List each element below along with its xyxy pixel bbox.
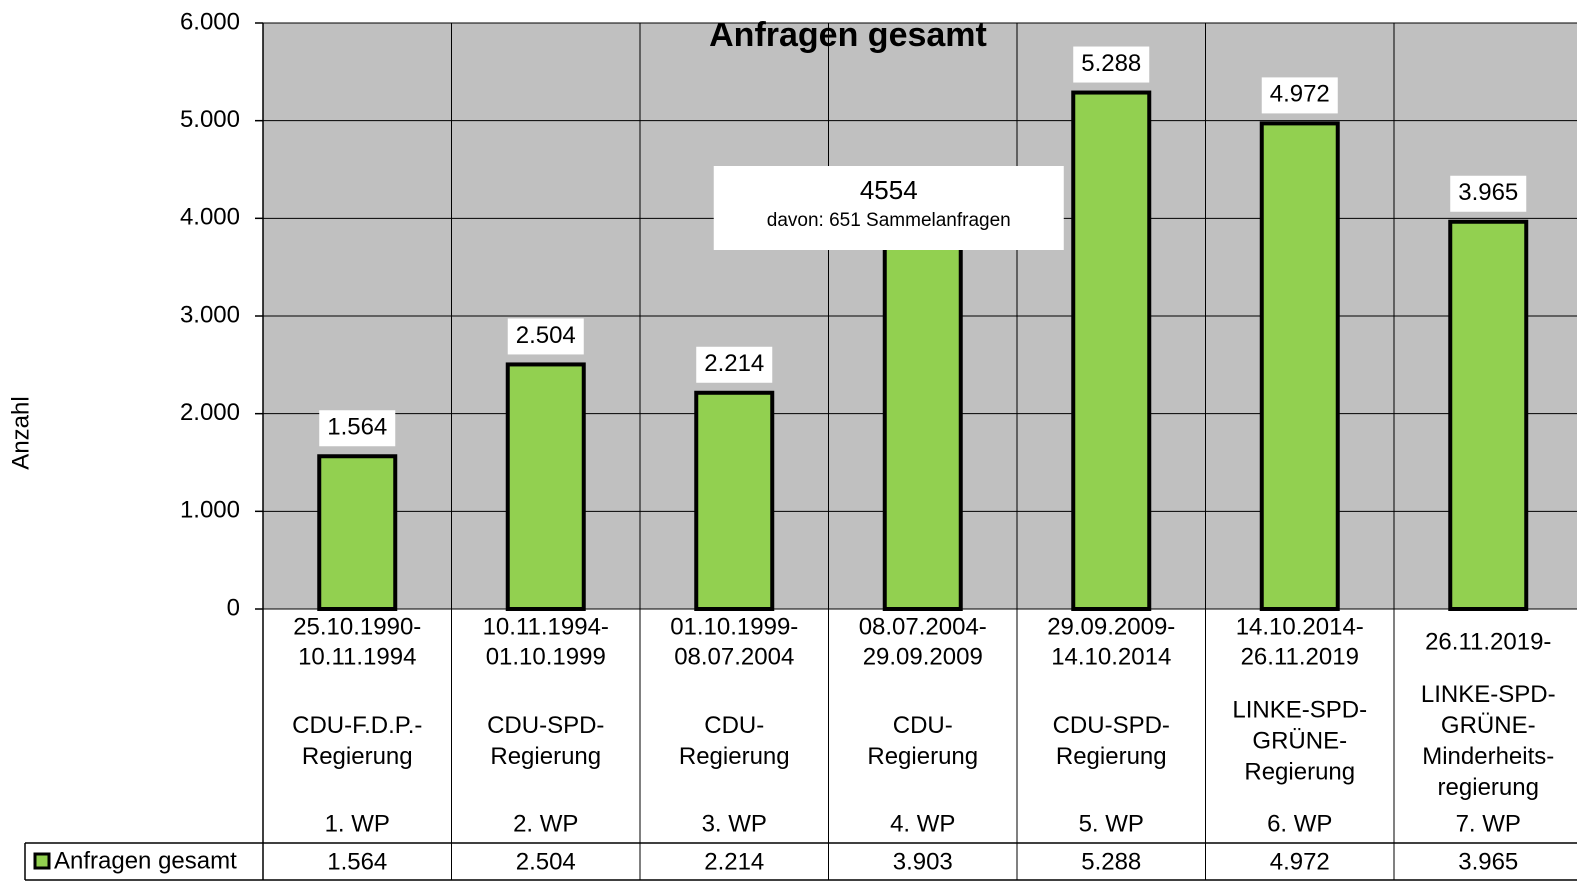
category-period: 26.11.2019-	[1425, 628, 1551, 655]
category-government: LINKE-SPD-	[1421, 681, 1556, 708]
table-value: 5.288	[1081, 848, 1141, 875]
category-period: 10.11.1994	[298, 643, 416, 670]
category-government: Regierung	[867, 743, 978, 770]
bar	[1448, 219, 1529, 611]
legend-swatch	[33, 852, 51, 870]
y-tick-label: 4.000	[180, 204, 240, 231]
category-wp: 7. WP	[1456, 810, 1521, 837]
category-government: Regierung	[1056, 743, 1167, 770]
data-label: 2.214	[704, 350, 764, 377]
category-government: Regierung	[1244, 758, 1355, 785]
bar	[1071, 90, 1152, 611]
category-government: GRÜNE-	[1252, 727, 1347, 754]
y-tick-label: 1.000	[180, 497, 240, 524]
category-period: 08.07.2004	[674, 643, 794, 670]
y-axis-label: Anzahl	[7, 396, 34, 469]
category-wp: 6. WP	[1267, 810, 1332, 837]
data-label-box	[1073, 46, 1150, 83]
category-period: 01.10.1999	[486, 643, 606, 670]
table-value: 1.564	[327, 848, 387, 875]
bar	[882, 225, 963, 611]
category-period: 08.07.2004-	[859, 613, 987, 640]
table-value: 3.965	[1458, 848, 1518, 875]
y-tick-label: 0	[227, 594, 240, 621]
bar	[505, 362, 586, 611]
category-wp: 3. WP	[702, 810, 767, 837]
bar	[1259, 121, 1340, 611]
data-label: 3.965	[1458, 179, 1518, 206]
bar	[317, 454, 398, 611]
data-label-box	[1261, 77, 1338, 114]
category-period: 14.10.2014-	[1236, 613, 1364, 640]
table-value: 2.214	[704, 848, 764, 875]
y-tick-label: 2.000	[180, 399, 240, 426]
y-tick-label: 3.000	[180, 301, 240, 328]
annotation-text: 4554	[860, 175, 918, 205]
category-government: GRÜNE-	[1441, 712, 1536, 739]
category-government: Regierung	[679, 743, 790, 770]
legend-label: Anfragen gesamt	[54, 847, 237, 874]
data-label: 5.288	[1081, 50, 1141, 77]
data-label-box	[1450, 175, 1527, 212]
category-government: CDU-SPD-	[487, 712, 604, 739]
category-wp: 4. WP	[890, 810, 955, 837]
category-government: Regierung	[490, 743, 601, 770]
y-tick-label: 5.000	[180, 106, 240, 133]
category-period: 26.11.2019	[1241, 643, 1359, 670]
data-label-box	[696, 346, 773, 383]
category-period: 10.11.1994-	[483, 613, 609, 640]
category-government: Regierung	[302, 743, 413, 770]
category-wp: 2. WP	[513, 810, 578, 837]
category-period: 14.10.2014	[1051, 643, 1171, 670]
data-label: 4.972	[1270, 81, 1330, 108]
chart-title: Anfragen gesamt	[709, 16, 987, 54]
annotation-box	[713, 166, 1064, 250]
category-government: CDU-F.D.P.-	[292, 712, 422, 739]
table-value: 4.972	[1270, 848, 1330, 875]
category-government: CDU-	[893, 712, 953, 739]
category-government: LINKE-SPD-	[1232, 696, 1367, 723]
category-government: regierung	[1438, 774, 1539, 801]
category-period: 01.10.1999-	[670, 613, 798, 640]
category-wp: 5. WP	[1079, 810, 1144, 837]
data-label: 1.564	[327, 414, 387, 441]
category-government: CDU-	[704, 712, 764, 739]
table-value: 3.903	[893, 848, 953, 875]
category-period: 29.09.2009-	[1047, 613, 1175, 640]
bar	[694, 390, 775, 611]
y-tick-label: 6.000	[180, 8, 240, 35]
annotation-subtext: davon: 651 Sammelanfragen	[767, 210, 1011, 231]
category-government: Minderheits-	[1422, 743, 1554, 770]
category-wp: 1. WP	[325, 810, 390, 837]
data-label-box	[507, 318, 584, 355]
table-value: 2.504	[516, 848, 576, 875]
category-period: 29.09.2009	[863, 643, 983, 670]
category-period: 25.10.1990-	[293, 613, 421, 640]
category-government: CDU-SPD-	[1053, 712, 1170, 739]
data-label-box	[319, 410, 396, 447]
data-label: 2.504	[516, 322, 576, 349]
